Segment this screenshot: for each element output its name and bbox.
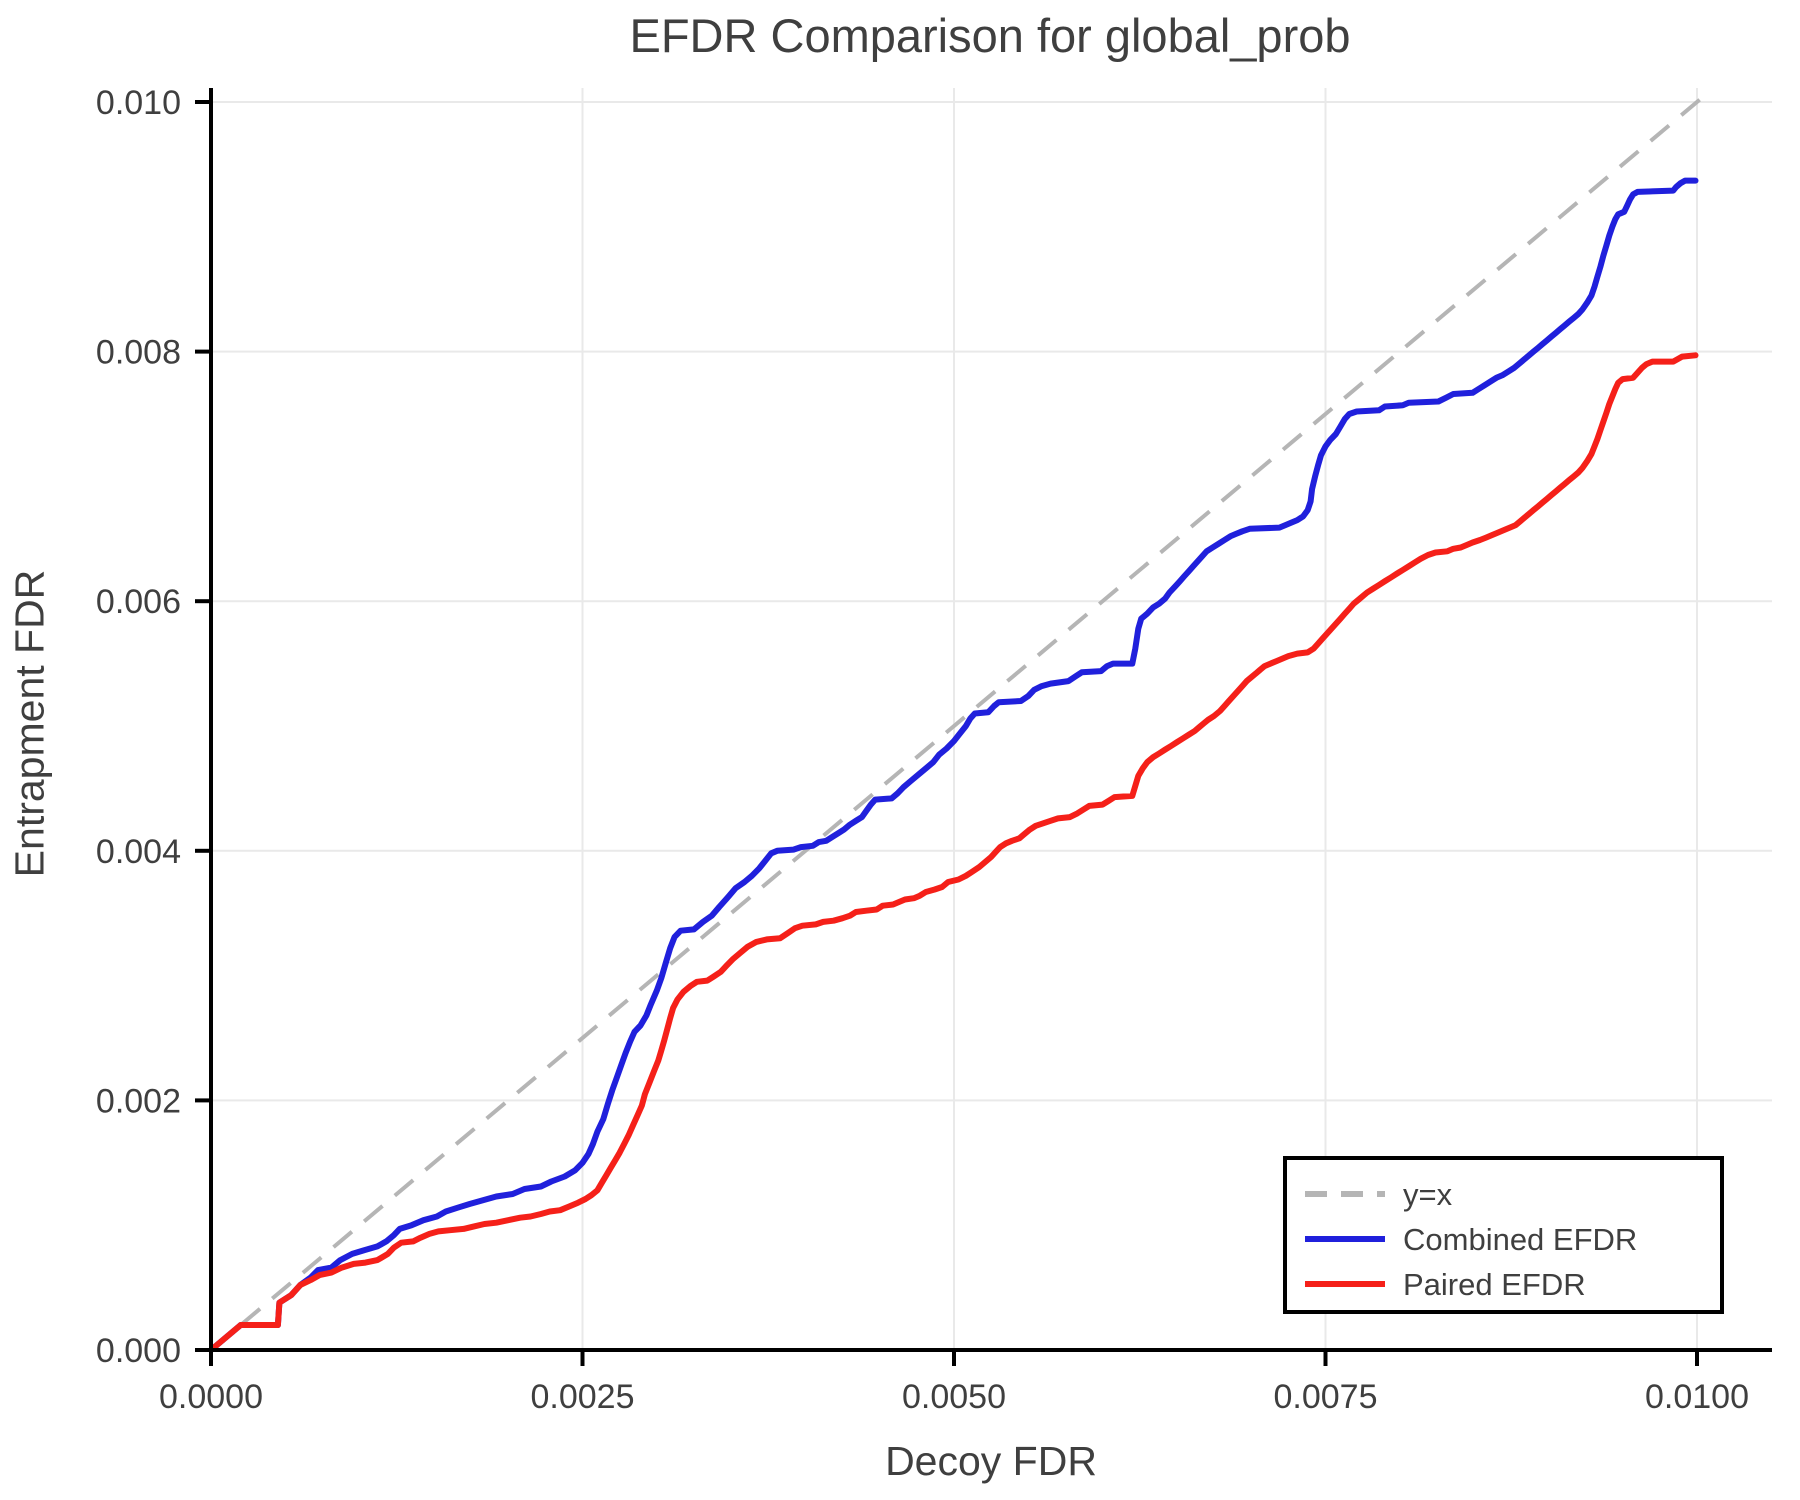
legend-label-identity: y=x bbox=[1403, 1177, 1453, 1212]
x-tick-label: 0.0100 bbox=[1645, 1378, 1749, 1416]
x-tick-label: 0.0025 bbox=[531, 1378, 635, 1416]
x-tick-label: 0.0050 bbox=[902, 1378, 1006, 1416]
chart-title: EFDR Comparison for global_prob bbox=[629, 9, 1351, 62]
legend-label-combined: Combined EFDR bbox=[1403, 1222, 1637, 1257]
y-tick-label: 0.006 bbox=[96, 583, 181, 621]
x-tick-label: 0.0000 bbox=[159, 1378, 263, 1416]
y-tick-label: 0.000 bbox=[96, 1332, 181, 1370]
paired-efdr-line bbox=[208, 352, 1699, 1353]
identity-line bbox=[209, 87, 1714, 1352]
combined-efdr-line bbox=[208, 177, 1699, 1353]
x-tick-label: 0.0075 bbox=[1274, 1378, 1378, 1416]
y-tick-label: 0.002 bbox=[96, 1082, 181, 1120]
legend-label-paired: Paired EFDR bbox=[1403, 1267, 1586, 1302]
y-tick-label: 0.004 bbox=[96, 833, 181, 871]
x-axis-label: Decoy FDR bbox=[885, 1438, 1097, 1484]
y-tick-label: 0.010 bbox=[96, 84, 181, 122]
y-tick-label: 0.008 bbox=[96, 334, 181, 372]
